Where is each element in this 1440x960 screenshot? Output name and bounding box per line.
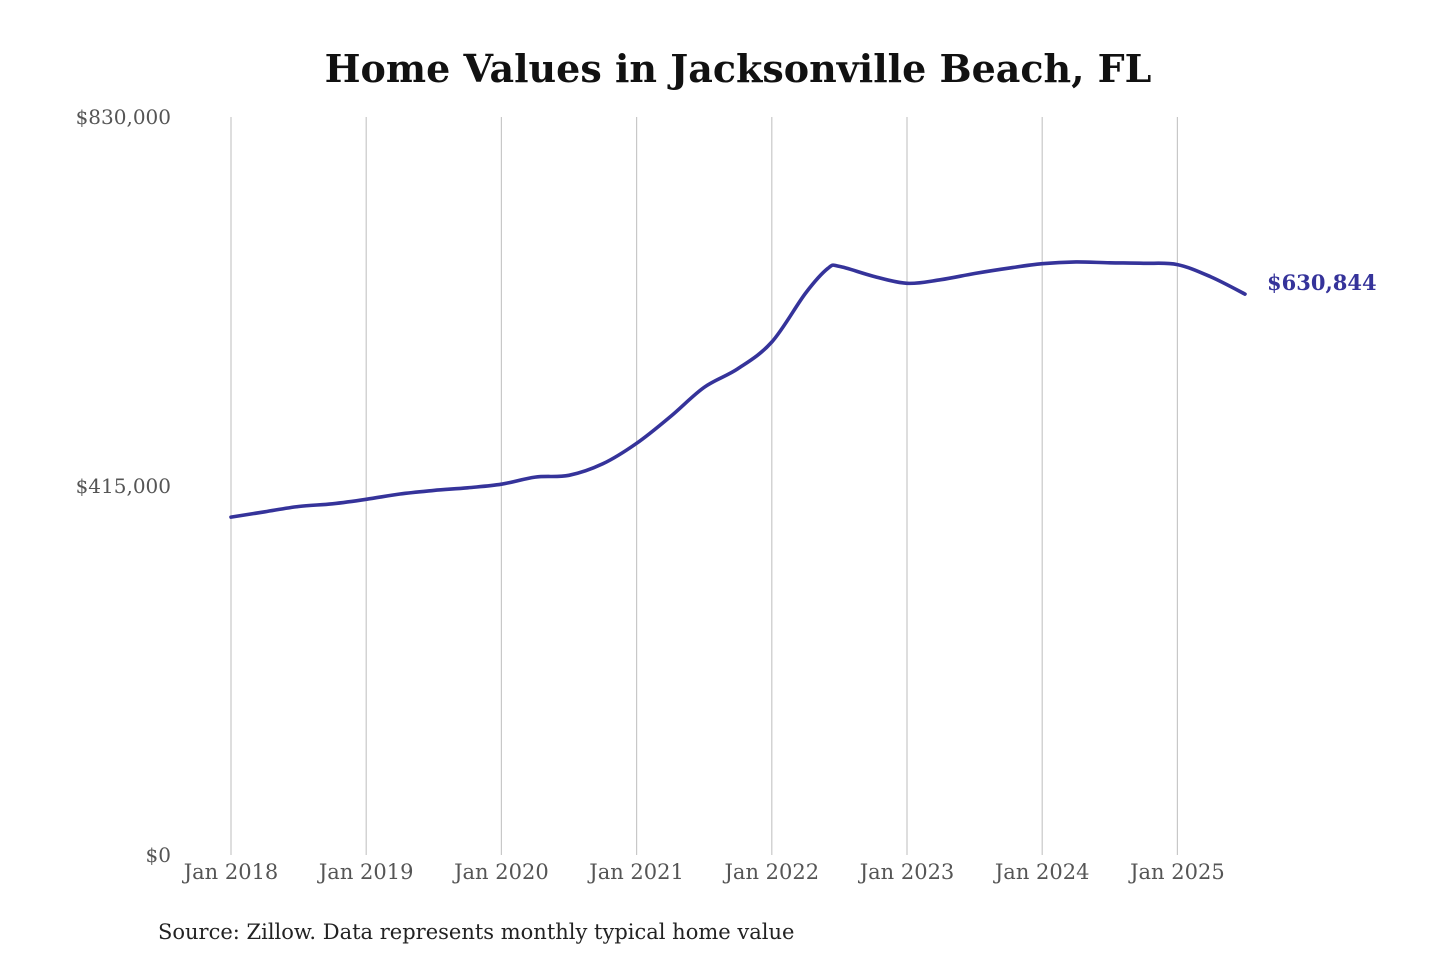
chart-title: Home Values in Jacksonville Beach, FL [325,46,1152,91]
x-tick-label: Jan 2022 [723,860,820,884]
x-axis-ticks: Jan 2018 Jan 2019 Jan 2020 Jan 2021 Jan 2022… [182,860,1225,884]
x-tick-label: Jan 2024 [993,860,1090,884]
x-tick-label: Jan 2023 [858,860,955,884]
end-value-label: $630,844 [1267,270,1377,295]
series-line-home-value [229,260,1247,519]
x-tick-label: Jan 2020 [452,860,549,884]
y-tick-label: $830,000 [76,105,171,129]
y-tick-label: $415,000 [76,474,171,498]
x-tick-label: Jan 2019 [317,860,414,884]
x-tick-label: Jan 2021 [587,860,684,884]
y-axis-ticks: $830,000 $415,000 $0 [76,105,171,867]
x-tick-label: Jan 2025 [1128,860,1225,884]
y-tick-label: $0 [146,843,171,867]
source-note: Source: Zillow. Data represents monthly … [158,920,794,944]
x-tick-label: Jan 2018 [182,860,279,884]
series-layer [229,260,1247,519]
gridlines [230,117,1179,855]
